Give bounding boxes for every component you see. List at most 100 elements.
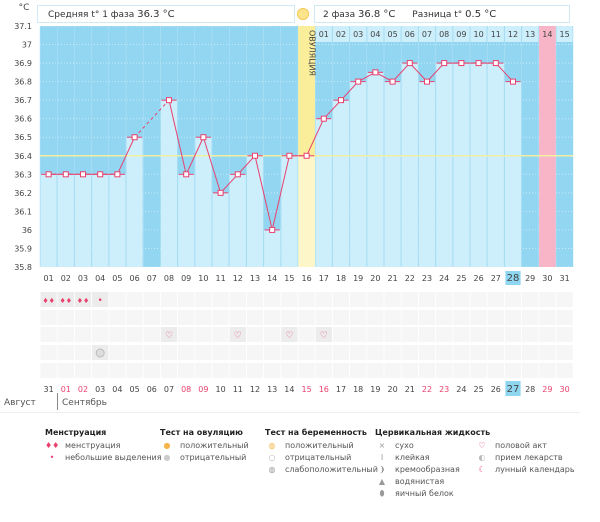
calendar-cell[interactable]	[212, 345, 229, 360]
temperature-point[interactable]	[372, 69, 379, 76]
menstruation-cell[interactable]	[92, 292, 109, 307]
calendar-cell[interactable]	[418, 345, 436, 360]
menstruation-cell[interactable]	[74, 292, 92, 307]
temperature-point[interactable]	[510, 78, 516, 85]
calendar-cell[interactable]	[453, 345, 470, 360]
calendar-cell[interactable]	[556, 345, 573, 360]
calendar-cell[interactable]	[178, 310, 195, 325]
calendar-cell[interactable]	[504, 327, 522, 342]
calendar-cell[interactable]	[298, 292, 315, 307]
temperature-point[interactable]	[80, 171, 86, 178]
calendar-cell[interactable]	[418, 292, 436, 307]
temperature-point[interactable]	[441, 60, 448, 67]
calendar-cell[interactable]	[367, 292, 384, 307]
calendar-cell[interactable]	[401, 327, 418, 342]
calendar-cell[interactable]	[350, 363, 367, 378]
temperature-point[interactable]	[131, 134, 138, 141]
temperature-point[interactable]	[424, 78, 430, 85]
calendar-cell[interactable]	[470, 345, 487, 360]
temperature-point[interactable]	[217, 189, 224, 196]
calendar-cell[interactable]	[315, 363, 332, 378]
intercourse-cell[interactable]	[315, 327, 332, 342]
temperature-point[interactable]	[338, 97, 344, 104]
temperature-point[interactable]	[45, 171, 52, 178]
calendar-cell[interactable]	[453, 327, 470, 342]
temperature-point[interactable]	[406, 60, 413, 67]
calendar-cell[interactable]	[436, 327, 453, 342]
calendar-cell[interactable]	[143, 345, 160, 360]
calendar-cell[interactable]	[160, 292, 178, 307]
calendar-cell[interactable]	[126, 292, 143, 307]
calendar-cell[interactable]	[470, 310, 487, 325]
calendar-cell[interactable]	[332, 310, 350, 325]
calendar-cell[interactable]	[40, 345, 57, 360]
calendar-cell[interactable]	[160, 310, 178, 325]
calendar-cell[interactable]	[246, 310, 264, 325]
intercourse-cell[interactable]	[229, 327, 246, 342]
calendar-cell[interactable]	[436, 345, 453, 360]
calendar-cell[interactable]	[229, 310, 246, 325]
calendar-cell[interactable]	[229, 345, 246, 360]
calendar-cell[interactable]	[195, 345, 212, 360]
calendar-cell[interactable]	[281, 345, 298, 360]
calendar-cell[interactable]	[109, 310, 126, 325]
calendar-cell[interactable]	[264, 327, 281, 342]
calendar-cell[interactable]	[109, 345, 126, 360]
calendar-cell[interactable]	[143, 310, 160, 325]
calendar-cell[interactable]	[384, 310, 401, 325]
calendar-cell[interactable]	[178, 327, 195, 342]
calendar-cell[interactable]	[92, 310, 109, 325]
temperature-point[interactable]	[492, 60, 499, 67]
calendar-cell[interactable]	[401, 345, 418, 360]
calendar-cell[interactable]	[246, 345, 264, 360]
calendar-cell[interactable]	[57, 345, 74, 360]
calendar-cell[interactable]	[281, 363, 298, 378]
calendar-cell[interactable]	[487, 345, 504, 360]
calendar-cell[interactable]	[126, 363, 143, 378]
calendar-cell[interactable]	[195, 327, 212, 342]
calendar-cell[interactable]	[504, 345, 522, 360]
calendar-cell[interactable]	[522, 363, 539, 378]
calendar-cell[interactable]	[246, 292, 264, 307]
calendar-cell[interactable]	[539, 310, 556, 325]
calendar-cell[interactable]	[367, 310, 384, 325]
calendar-cell[interactable]	[384, 345, 401, 360]
calendar-cell[interactable]	[401, 363, 418, 378]
calendar-cell[interactable]	[195, 363, 212, 378]
calendar-cell[interactable]	[57, 327, 74, 342]
calendar-cell[interactable]	[332, 345, 350, 360]
calendar-cell[interactable]	[57, 363, 74, 378]
temperature-point[interactable]	[286, 152, 293, 159]
calendar-cell[interactable]	[229, 292, 246, 307]
calendar-cell[interactable]	[436, 292, 453, 307]
calendar-cell[interactable]	[556, 292, 573, 307]
calendar-cell[interactable]	[143, 363, 160, 378]
calendar-cell[interactable]	[160, 363, 178, 378]
calendar-cell[interactable]	[487, 363, 504, 378]
temperature-point[interactable]	[389, 78, 396, 85]
temperature-point[interactable]	[475, 60, 482, 67]
calendar-cell[interactable]	[229, 363, 246, 378]
calendar-cell[interactable]	[504, 292, 522, 307]
calendar-cell[interactable]	[384, 292, 401, 307]
calendar-cell[interactable]	[315, 310, 332, 325]
calendar-cell[interactable]	[384, 363, 401, 378]
calendar-cell[interactable]	[298, 345, 315, 360]
calendar-cell[interactable]	[418, 310, 436, 325]
calendar-cell[interactable]	[74, 345, 92, 360]
temperature-point[interactable]	[114, 171, 121, 178]
calendar-cell[interactable]	[504, 363, 522, 378]
menstruation-cell[interactable]	[57, 292, 74, 307]
calendar-cell[interactable]	[556, 327, 573, 342]
temperature-point[interactable]	[252, 152, 258, 159]
calendar-cell[interactable]	[315, 345, 332, 360]
calendar-cell[interactable]	[74, 327, 92, 342]
calendar-cell[interactable]	[522, 310, 539, 325]
calendar-cell[interactable]	[212, 363, 229, 378]
calendar-cell[interactable]	[126, 310, 143, 325]
calendar-cell[interactable]	[436, 363, 453, 378]
calendar-cell[interactable]	[522, 345, 539, 360]
calendar-cell[interactable]	[453, 292, 470, 307]
calendar-cell[interactable]	[195, 310, 212, 325]
calendar-cell[interactable]	[212, 310, 229, 325]
